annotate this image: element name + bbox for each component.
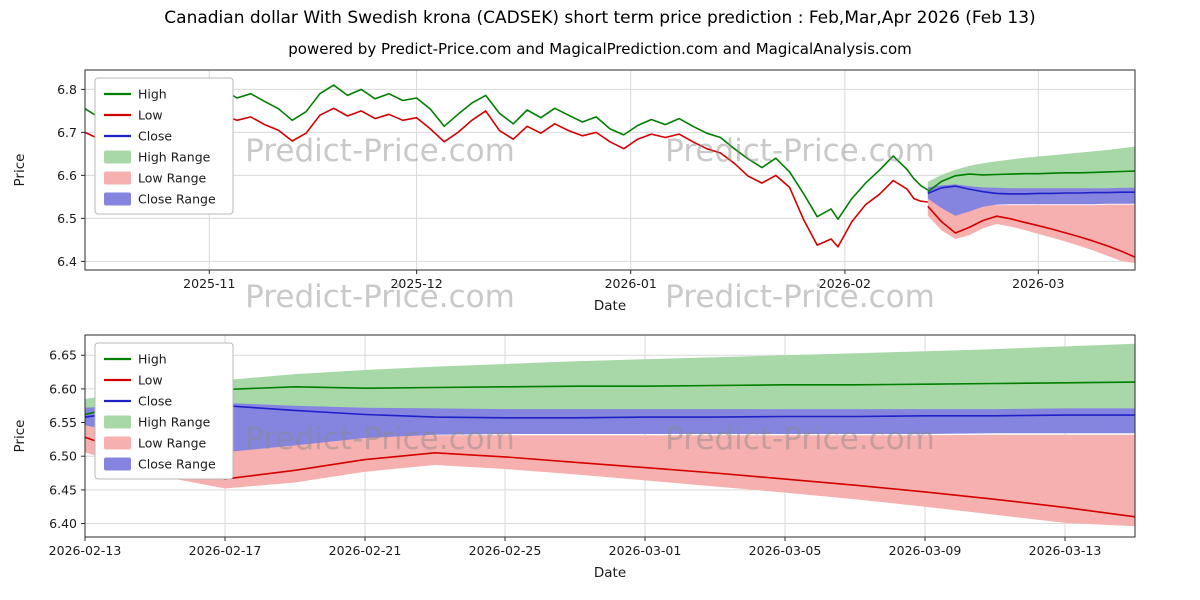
x-axis-label: Date bbox=[594, 298, 626, 314]
x-tick-label: 2026-03-09 bbox=[889, 543, 962, 558]
y-tick-label: 6.40 bbox=[49, 516, 77, 531]
legend-close_range-swatch bbox=[104, 457, 131, 471]
y-tick-label: 6.45 bbox=[49, 482, 77, 497]
tick-labels: 2025-11 2025-12 2026-01 2026-02 2026-03 6.4 6.… bbox=[57, 82, 1064, 291]
x-axis-label: Date bbox=[594, 565, 626, 581]
forecast-high-line bbox=[927, 170, 1136, 193]
y-axis-label: Price bbox=[12, 420, 28, 453]
legend-label: High Range bbox=[138, 415, 211, 430]
legend-label: High bbox=[138, 87, 167, 102]
x-tick-label: 2026-03 bbox=[1012, 276, 1064, 291]
x-tick-label: 2026-02-17 bbox=[189, 543, 262, 558]
y-tick-label: 6.6 bbox=[57, 168, 77, 183]
bottom-chart: 2026-02-13 2026-02-17 2026-02-21 2026-02-25… bbox=[12, 334, 1136, 581]
legend-label: Close Range bbox=[138, 457, 216, 472]
y-tick-label: 6.55 bbox=[49, 415, 77, 430]
legend-low_range-swatch bbox=[104, 171, 131, 185]
y-tick-label: 6.7 bbox=[57, 125, 77, 140]
close-range-band bbox=[85, 403, 1135, 453]
forecast-close-line bbox=[927, 185, 1135, 195]
x-tick-label: 2026-02 bbox=[819, 276, 871, 291]
x-tick-label: 2025-11 bbox=[183, 276, 235, 291]
x-tick-label: 2025-12 bbox=[390, 276, 442, 291]
high-range-band bbox=[85, 343, 1135, 419]
x-tick-label: 2026-02-25 bbox=[469, 543, 542, 558]
forecast-low-line bbox=[84, 436, 1136, 518]
legend-low_range-swatch bbox=[104, 436, 131, 450]
x-tick-label: 2026-02-21 bbox=[329, 543, 402, 558]
legend-label: Low bbox=[138, 108, 163, 123]
y-tick-label: 6.60 bbox=[49, 381, 77, 396]
legend-label: Low bbox=[138, 373, 163, 388]
low-range-band bbox=[85, 423, 1135, 527]
legend-label: Close Range bbox=[138, 192, 216, 207]
legend-high_range-swatch bbox=[104, 415, 131, 429]
legend-high_range-swatch bbox=[104, 150, 131, 164]
x-tick-label: 2026-03-01 bbox=[609, 543, 682, 558]
forecast-high-line bbox=[84, 381, 1136, 416]
legend-label: Close bbox=[138, 394, 172, 409]
y-tick-label: 6.65 bbox=[49, 348, 77, 363]
tick-labels: 2026-02-13 2026-02-17 2026-02-21 2026-02-25… bbox=[49, 348, 1102, 558]
legend-close_range-swatch bbox=[104, 192, 131, 206]
high-range-band bbox=[927, 146, 1135, 195]
legend-label: High Range bbox=[138, 150, 211, 165]
y-tick-label: 6.5 bbox=[57, 211, 77, 226]
forecast-low-line bbox=[927, 205, 1136, 258]
legend: High Low Close High Range Low Range Close Ran… bbox=[94, 342, 234, 480]
page-title: Canadian dollar With Swedish krona (CADS… bbox=[164, 8, 1036, 28]
legend-label: Close bbox=[138, 129, 172, 144]
plot-border bbox=[84, 334, 1136, 538]
legend-label: Low Range bbox=[138, 171, 207, 186]
y-axis-label: Price bbox=[12, 154, 28, 187]
y-tick-label: 6.50 bbox=[49, 449, 77, 464]
plot-border bbox=[84, 69, 1136, 271]
low-range-band bbox=[927, 197, 1135, 264]
y-tick-label: 6.4 bbox=[57, 254, 77, 269]
legend-label: Low Range bbox=[138, 436, 207, 451]
legend: High Low Close High Range Low Range Close Ran… bbox=[94, 77, 234, 215]
x-tick-label: 2026-02-13 bbox=[49, 543, 122, 558]
page-subtitle: powered by Predict-Price.com and Magical… bbox=[288, 40, 912, 58]
x-tick-label: 2026-03-13 bbox=[1029, 543, 1102, 558]
y-tick-label: 6.8 bbox=[57, 82, 77, 97]
x-tick-label: 2026-01 bbox=[605, 276, 657, 291]
top-chart: 2025-11 2025-12 2026-01 2026-02 2026-03 6.4 6.… bbox=[12, 69, 1136, 314]
legend-label: High bbox=[138, 352, 167, 367]
forecast-close-line bbox=[84, 404, 1135, 419]
x-tick-label: 2026-03-05 bbox=[749, 543, 822, 558]
